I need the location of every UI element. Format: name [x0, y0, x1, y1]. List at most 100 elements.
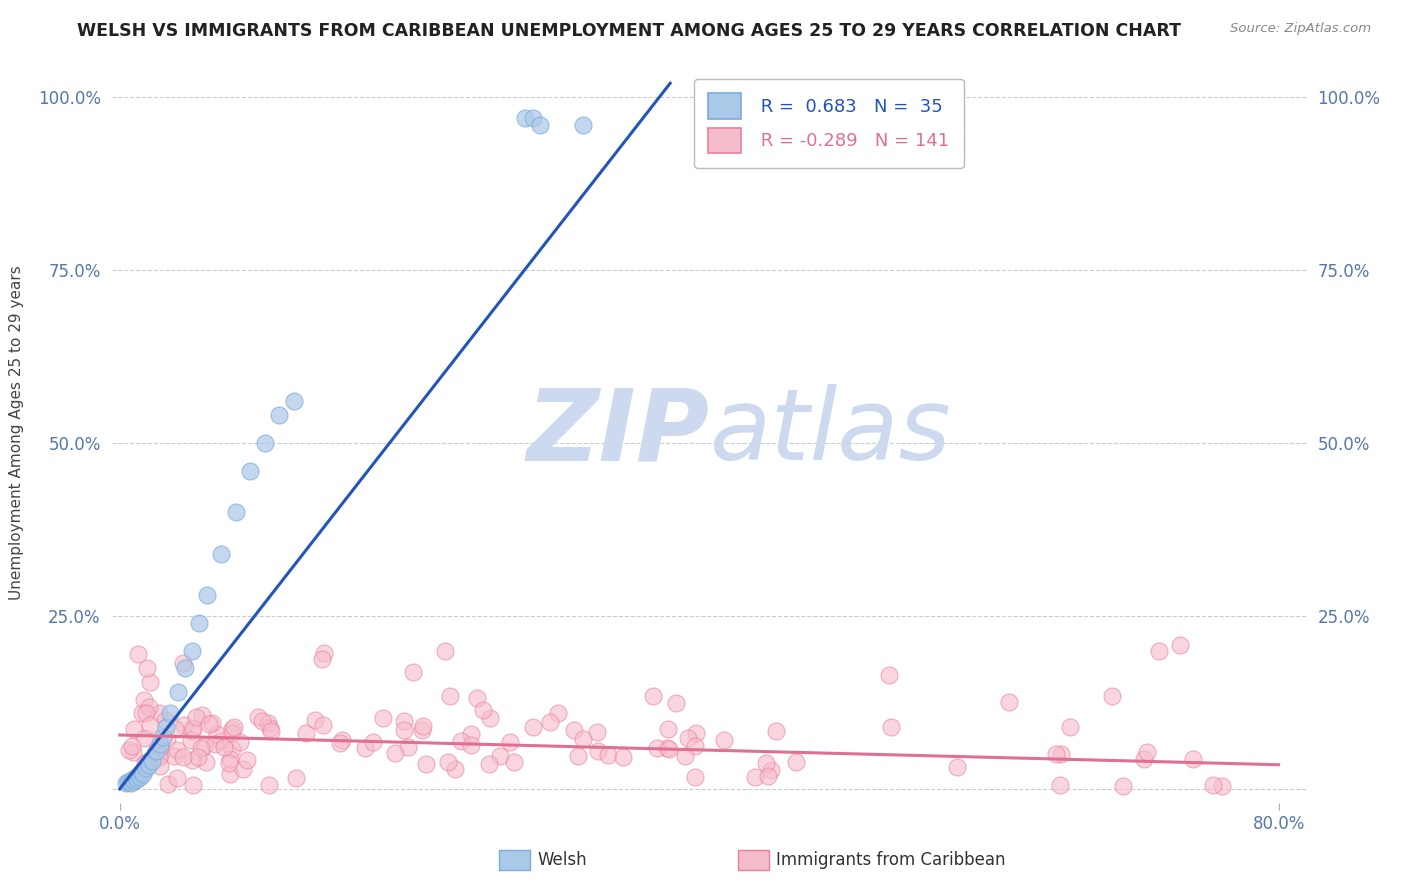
Point	[207, 727, 229, 741]
Point	[121, 739, 143, 754]
Point	[222, 720, 245, 734]
Point	[209, 547, 232, 561]
Point	[219, 752, 242, 766]
Point	[253, 436, 276, 450]
Point	[673, 749, 696, 764]
Point	[1201, 778, 1223, 792]
Point	[128, 768, 150, 782]
Point	[450, 734, 472, 748]
Point	[236, 753, 259, 767]
Point	[149, 740, 172, 755]
Point	[183, 778, 205, 792]
Point	[657, 740, 679, 755]
Y-axis label: Unemployment Among Ages 25 to 29 years: Unemployment Among Ages 25 to 29 years	[8, 265, 24, 600]
Point	[148, 706, 170, 720]
Point	[683, 739, 706, 753]
Point	[114, 776, 136, 790]
Point	[1147, 644, 1170, 658]
Point	[118, 773, 141, 788]
Text: Welsh: Welsh	[537, 851, 586, 869]
Point	[127, 772, 149, 786]
Point	[149, 759, 172, 773]
Text: Immigrants from Caribbean: Immigrants from Caribbean	[776, 851, 1005, 869]
Point	[122, 745, 145, 759]
Point	[201, 716, 224, 731]
Point	[946, 760, 969, 774]
Point	[132, 766, 155, 780]
Point	[172, 750, 194, 764]
Point	[434, 644, 457, 658]
Point	[312, 718, 335, 732]
Point	[174, 661, 197, 675]
Point	[1049, 778, 1071, 792]
Point	[562, 723, 585, 738]
Point	[1211, 779, 1233, 793]
Point	[330, 733, 353, 747]
Point	[371, 711, 394, 725]
Point	[499, 734, 522, 748]
Point	[596, 748, 619, 763]
Point	[156, 777, 179, 791]
Point	[998, 695, 1021, 709]
Point	[163, 748, 186, 763]
Point	[197, 717, 219, 731]
Point	[247, 710, 270, 724]
Point	[259, 721, 281, 735]
Point	[221, 726, 243, 740]
Point	[181, 643, 204, 657]
Point	[503, 756, 526, 770]
Point	[685, 726, 707, 740]
Point	[204, 737, 226, 751]
Point	[259, 778, 281, 792]
Point	[311, 652, 333, 666]
Point	[181, 753, 204, 767]
Point	[135, 661, 157, 675]
Point	[402, 665, 425, 679]
Point	[1133, 752, 1156, 766]
Point	[256, 716, 278, 731]
Point	[127, 647, 149, 661]
Point	[295, 725, 318, 739]
Text: WELSH VS IMMIGRANTS FROM CARIBBEAN UNEMPLOYMENT AMONG AGES 25 TO 29 YEARS CORREL: WELSH VS IMMIGRANTS FROM CARIBBEAN UNEMP…	[77, 22, 1181, 40]
Point	[284, 771, 307, 785]
Point	[658, 742, 681, 756]
Text: atlas: atlas	[710, 384, 952, 481]
Point	[880, 720, 903, 734]
Point	[190, 740, 212, 755]
Point	[173, 718, 195, 732]
Point	[184, 710, 207, 724]
Point	[411, 723, 433, 737]
Point	[153, 713, 176, 727]
Point	[187, 750, 209, 764]
Point	[765, 724, 787, 739]
Point	[181, 724, 204, 739]
Point	[1170, 638, 1192, 652]
Point	[460, 738, 482, 752]
Point	[131, 764, 153, 779]
Point	[465, 690, 488, 705]
Point	[785, 756, 807, 770]
Point	[1182, 752, 1205, 766]
Point	[754, 756, 776, 771]
Point	[159, 706, 181, 720]
Point	[329, 736, 352, 750]
Point	[472, 703, 495, 717]
Point	[141, 754, 163, 768]
Point	[437, 755, 460, 769]
Text: ZIP: ZIP	[527, 384, 710, 481]
Point	[353, 740, 375, 755]
Point	[139, 674, 162, 689]
Point	[522, 720, 544, 734]
Point	[1045, 747, 1067, 761]
Point	[166, 743, 188, 757]
Point	[676, 731, 699, 745]
Point	[135, 706, 157, 721]
Point	[163, 723, 186, 737]
Point	[645, 740, 668, 755]
Point	[877, 668, 900, 682]
Point	[219, 766, 242, 780]
Point	[412, 719, 434, 733]
Point	[145, 744, 167, 758]
Point	[138, 757, 160, 772]
Point	[572, 118, 595, 132]
